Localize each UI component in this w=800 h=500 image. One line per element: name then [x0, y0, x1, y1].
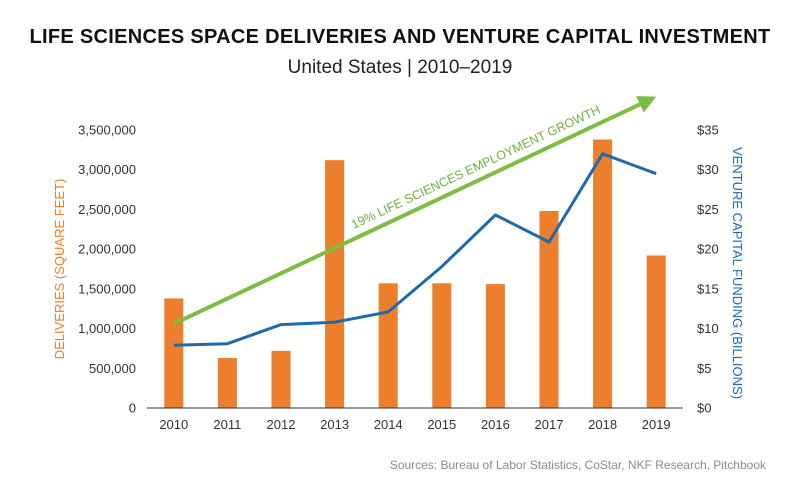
y2-tick-label: $10 [697, 321, 719, 336]
x-tick-label: 2015 [427, 417, 456, 432]
y-tick-label: 3,000,000 [78, 162, 136, 177]
x-tick-label: 2010 [159, 417, 188, 432]
y2-tick-label: $5 [697, 361, 711, 376]
y2-tick-label: $0 [697, 401, 711, 416]
growth-arrow-shaft [172, 102, 641, 326]
x-tick-label: 2011 [213, 417, 241, 432]
bar-2015 [432, 283, 452, 408]
y-tick-label: 2,500,000 [78, 202, 136, 217]
bar-2014 [378, 283, 398, 408]
x-tick-label: 2012 [267, 417, 296, 432]
y2-tick-label: $35 [697, 123, 719, 138]
y2-tick-label: $25 [697, 202, 719, 217]
growth-annotation: 19% LIFE SCIENCES EMPLOYMENT GROWTH [349, 103, 602, 232]
x-tick-label: 2014 [374, 417, 403, 432]
y-axis-title: DELIVERIES (SQUARE FEET) [52, 179, 67, 360]
x-tick-label: 2017 [535, 417, 564, 432]
vc-line-series [173, 152, 657, 347]
bar-2013 [325, 160, 345, 408]
y2-tick-label: $15 [697, 281, 719, 296]
growth-arrow-head [636, 96, 657, 113]
y-tick-label: 1,500,000 [78, 281, 136, 296]
bar-2018 [593, 139, 613, 408]
vc-line [173, 152, 657, 347]
y2-tick-label: $30 [697, 162, 719, 177]
bar-2011 [217, 357, 237, 408]
growth-arrow [172, 96, 657, 326]
y2-tick-label: $20 [697, 242, 719, 257]
y-tick-label: 3,500,000 [78, 123, 136, 138]
bar-2016 [485, 284, 505, 408]
bar-2010 [164, 298, 184, 408]
x-tick-label: 2019 [642, 417, 671, 432]
bar-2019 [646, 255, 666, 408]
y-tick-label: 0 [129, 401, 136, 416]
chart-subtitle: United States | 2010–2019 [287, 57, 513, 78]
chart-title: LIFE SCIENCES SPACE DELIVERIES AND VENTU… [29, 26, 771, 48]
bar-2017 [539, 211, 559, 408]
y-tick-label: 1,000,000 [78, 321, 136, 336]
y2-axis-title: VENTURE CAPITAL FUNDING (BILLIONS) [730, 147, 745, 399]
axes: 0 500,000 1,000,000 1,500,000 2,000,000 2,500… [78, 123, 719, 433]
y-tick-label: 2,000,000 [78, 242, 136, 257]
x-tick-label: 2013 [320, 417, 349, 432]
source-note: Sources: Bureau of Labor Statistics, CoS… [389, 458, 766, 472]
bar-series [164, 139, 666, 408]
x-tick-label: 2016 [481, 417, 510, 432]
y-tick-label: 500,000 [89, 361, 136, 376]
x-tick-label: 2018 [588, 417, 617, 432]
bar-2012 [271, 350, 291, 408]
